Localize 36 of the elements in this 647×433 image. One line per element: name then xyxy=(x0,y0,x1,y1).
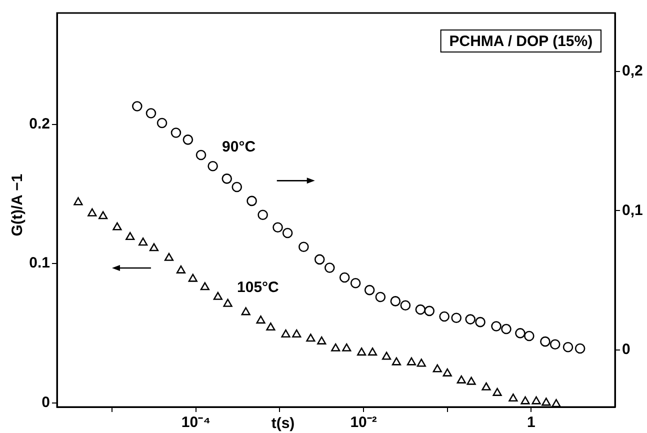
point xyxy=(540,336,550,347)
point xyxy=(272,222,283,233)
x-axis-title: t(s) xyxy=(271,415,295,432)
point xyxy=(170,128,182,138)
y2-tick-label: 0,2 xyxy=(622,62,643,80)
y-tick-label: 0 xyxy=(42,394,50,411)
point xyxy=(146,108,156,118)
point xyxy=(451,312,462,324)
series-label: 105°C xyxy=(236,279,280,296)
point xyxy=(350,278,361,288)
point xyxy=(424,306,435,316)
x-tick-label: 1 xyxy=(527,414,536,432)
point xyxy=(298,242,309,252)
point xyxy=(182,134,194,145)
point xyxy=(156,118,168,128)
point xyxy=(439,311,450,322)
x-tick-label: 10⁻² xyxy=(350,414,377,432)
point xyxy=(132,101,142,112)
y-tick-label: 0.2 xyxy=(29,116,50,133)
point xyxy=(324,262,335,273)
text: PCHMA / DOP (15%) xyxy=(449,33,593,50)
x-tick-label: 10⁻⁴ xyxy=(181,414,210,432)
point xyxy=(501,324,512,334)
point xyxy=(465,314,476,324)
y-tick-label: 0.1 xyxy=(29,254,50,272)
point xyxy=(208,160,218,172)
point xyxy=(400,300,411,311)
point xyxy=(246,196,257,206)
point xyxy=(515,328,526,338)
point xyxy=(196,150,206,160)
y-axis-title: G(t)/A −1 xyxy=(9,174,26,236)
y2-tick-label: 0,1 xyxy=(622,202,643,219)
point xyxy=(222,174,232,184)
y2-tick-label: 0 xyxy=(622,341,630,358)
point xyxy=(375,292,386,302)
series-label: 90°C xyxy=(222,138,256,156)
